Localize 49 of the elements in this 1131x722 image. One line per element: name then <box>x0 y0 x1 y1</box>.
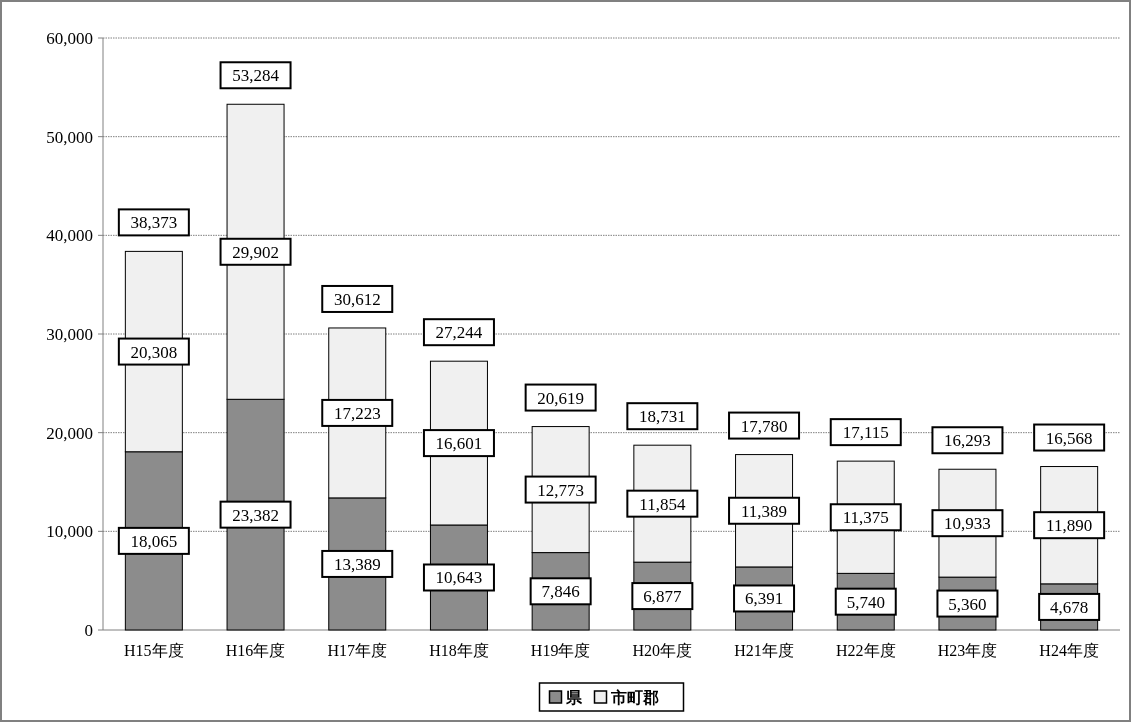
y-tick-label: 10,000 <box>46 522 93 542</box>
y-tick-label: 0 <box>84 621 93 640</box>
data-label: 12,773 <box>537 480 585 500</box>
x-tick-label: H19年度 <box>530 642 591 659</box>
data-label: 5,740 <box>846 592 885 612</box>
y-tick-label: 50,000 <box>46 127 93 147</box>
data-label: 16,601 <box>435 434 483 454</box>
y-tick-label: 60,000 <box>46 29 93 48</box>
data-label: 29,902 <box>232 242 279 262</box>
total-label: 16,568 <box>1045 428 1093 448</box>
total-label: 20,619 <box>537 388 585 408</box>
x-tick-label: H21年度 <box>734 642 794 659</box>
data-label: 18,065 <box>130 531 178 551</box>
data-label: 11,375 <box>842 508 889 528</box>
legend-label: 県 <box>564 688 583 707</box>
legend-label: 市町郡 <box>609 688 659 707</box>
x-tick-label: H24年度 <box>1039 642 1099 659</box>
y-tick-label: 30,000 <box>46 325 93 344</box>
total-label: 17,115 <box>842 423 889 443</box>
total-label: 16,293 <box>944 431 991 451</box>
data-label: 11,890 <box>1046 516 1093 536</box>
data-label: 20,308 <box>130 342 178 362</box>
x-tick-label: H22年度 <box>835 642 896 659</box>
data-label: 17,223 <box>333 403 381 423</box>
data-label: 4,678 <box>1050 597 1089 617</box>
data-label: 10,933 <box>944 514 991 534</box>
data-label: 13,389 <box>333 554 381 574</box>
data-label: 6,877 <box>643 587 682 607</box>
total-label: 27,244 <box>435 323 483 343</box>
y-tick-label: 20,000 <box>46 423 93 443</box>
x-tick-label: H20年度 <box>632 642 693 659</box>
x-tick-label: H23年度 <box>937 642 998 659</box>
data-label: 7,846 <box>541 582 580 602</box>
data-label: 10,643 <box>435 568 483 588</box>
data-label: 11,389 <box>740 501 788 521</box>
x-tick-label: H17年度 <box>327 642 388 659</box>
total-label: 30,612 <box>333 289 381 309</box>
total-label: 17,780 <box>740 416 788 436</box>
data-label: 11,854 <box>639 494 686 514</box>
total-label: 18,731 <box>638 407 686 427</box>
x-tick-label: H15年度 <box>124 642 184 659</box>
data-label: 6,391 <box>744 589 784 609</box>
data-label: 23,382 <box>232 505 279 525</box>
y-tick-label: 40,000 <box>46 226 93 246</box>
total-label: 53,284 <box>232 66 280 86</box>
x-tick-label: H18年度 <box>429 642 489 659</box>
total-label: 38,373 <box>130 213 178 233</box>
x-tick-label: H16年度 <box>225 642 286 659</box>
data-label: 5,360 <box>948 594 987 614</box>
